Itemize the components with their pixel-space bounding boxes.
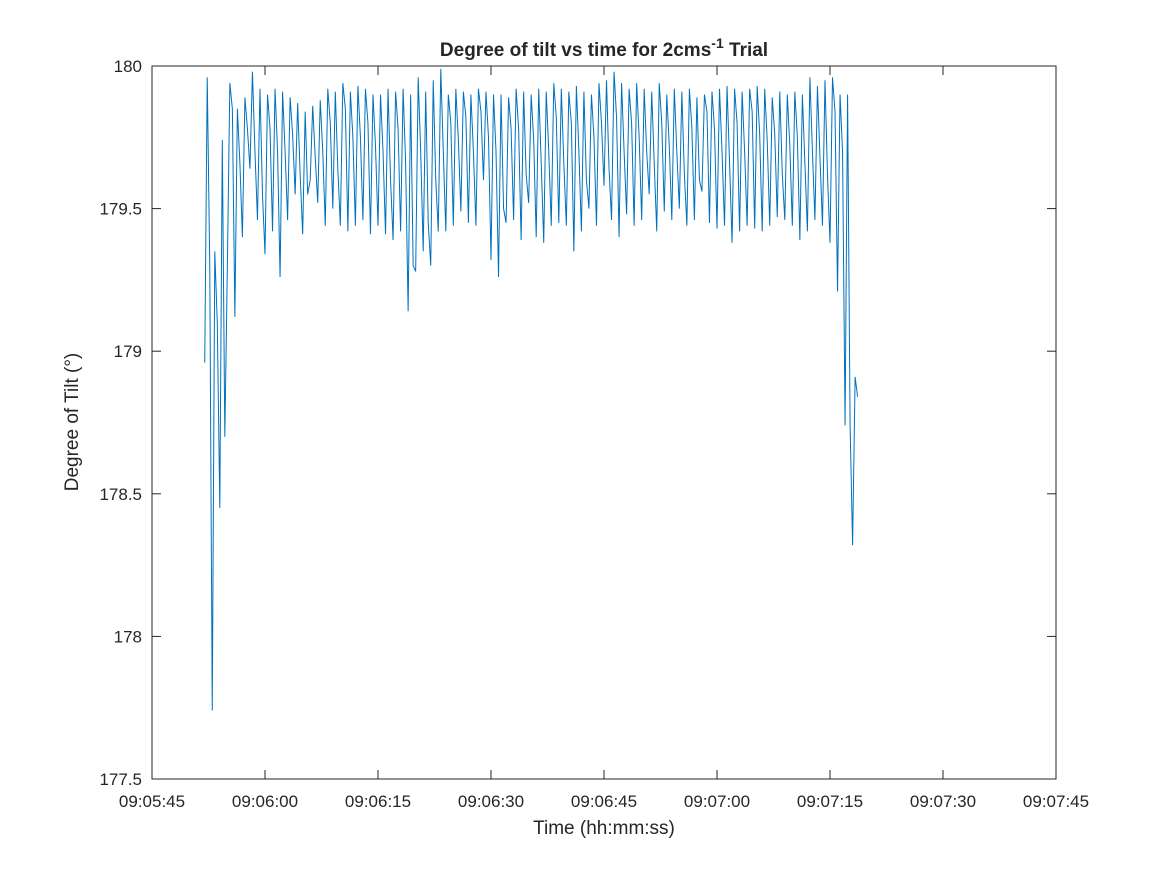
x-tick-label: 09:05:45: [119, 792, 185, 811]
chart-title: Degree of tilt vs time for 2cms-1 Trial: [440, 35, 768, 61]
y-tick-label: 179: [114, 342, 142, 361]
x-tick-label: 09:06:45: [571, 792, 637, 811]
x-tick-label: 09:07:45: [1023, 792, 1089, 811]
y-tick-label: 177.5: [99, 770, 142, 789]
y-axis-label: Degree of Tilt (°): [62, 353, 83, 492]
chart-title-main: Degree of tilt vs time for 2cms: [440, 40, 711, 61]
axes-box: [151, 65, 1057, 780]
x-axis-label: Time (hh:mm:ss): [533, 818, 675, 839]
x-tick-label: 09:07:15: [797, 792, 863, 811]
x-axis-ticks: 09:05:45 09:06:00 09:06:15 09:06:30 09:06:45…: [119, 66, 1089, 811]
x-tick-label: 09:06:00: [232, 792, 298, 811]
y-tick-label: 180: [114, 57, 142, 76]
chart-title-suffix: Trial: [724, 40, 768, 61]
y-tick-label: 178.5: [99, 485, 142, 504]
chart-title-superscript: -1: [711, 35, 724, 51]
series-group: [204, 68, 859, 711]
x-tick-label: 09:06:15: [345, 792, 411, 811]
y-tick-label: 178: [114, 627, 142, 646]
series-line: [204, 68, 859, 711]
x-tick-label: 09:06:30: [458, 792, 524, 811]
x-tick-label: 09:07:00: [684, 792, 750, 811]
x-tick-label: 09:07:30: [910, 792, 976, 811]
y-tick-label: 179.5: [99, 200, 142, 219]
